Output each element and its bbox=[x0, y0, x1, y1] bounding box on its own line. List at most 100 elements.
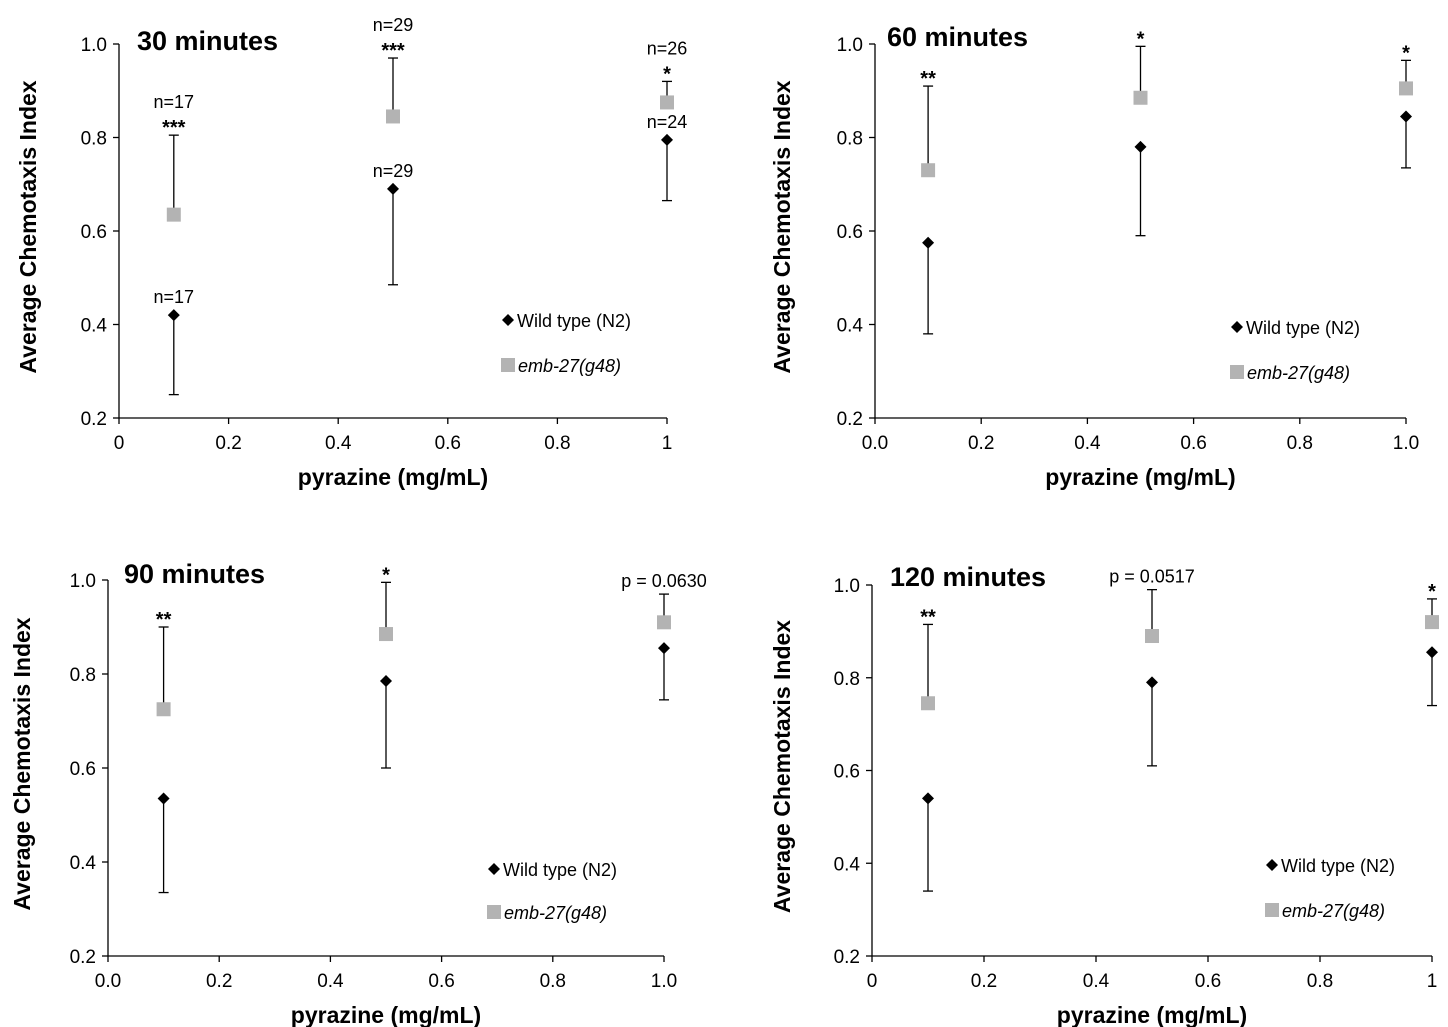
data-point-wild-type bbox=[1426, 646, 1438, 659]
x-tick-label: 0.0 bbox=[95, 971, 121, 992]
n-count-label: n=29 bbox=[373, 15, 414, 35]
n-count-label: n=26 bbox=[647, 38, 688, 58]
y-tick-label: 1.0 bbox=[70, 571, 96, 592]
data-point-wild-type bbox=[922, 236, 935, 249]
x-tick-label: 0.6 bbox=[435, 433, 461, 454]
legend-label-emb-27: emb-27(g48) bbox=[1247, 363, 1350, 383]
data-point-wild-type bbox=[1400, 110, 1412, 123]
x-tick-label: 0.8 bbox=[1287, 433, 1313, 454]
significance-marker: * bbox=[1137, 28, 1145, 50]
chart-title: 30 minutes bbox=[137, 26, 278, 56]
legend-marker-emb-27 bbox=[487, 905, 501, 919]
p-value-label: p = 0.0630 bbox=[621, 571, 707, 591]
legend-label-emb-27: emb-27(g48) bbox=[504, 903, 607, 923]
x-tick-label: 0 bbox=[114, 433, 125, 454]
chart-panel-3: 0.2 0.4 0.6 0.8 1.0 0.0 0.2 0.4 0.6 0.8 1.0 pyrazin… bbox=[9, 559, 707, 1027]
y-tick-label: 0.4 bbox=[70, 853, 97, 874]
x-tick-label: 0.6 bbox=[1195, 971, 1221, 992]
significance-marker: ** bbox=[920, 606, 936, 628]
significance-marker: * bbox=[382, 564, 390, 586]
chart-panel-1: 0.2 0.4 0.6 0.8 1.0 0 0.2 0.4 0.6 0.8 1 pyrazine (m… bbox=[15, 15, 687, 490]
legend-label-wild-type: Wild type (N2) bbox=[1281, 856, 1395, 876]
data-point-emb-27 bbox=[1425, 615, 1439, 630]
n-count-label: n=17 bbox=[154, 92, 195, 112]
x-tick-label: 0.6 bbox=[428, 971, 454, 992]
data-point-emb-27 bbox=[1399, 81, 1413, 96]
data-point-emb-27 bbox=[1145, 629, 1159, 644]
x-tick-label: 1 bbox=[662, 433, 673, 454]
significance-marker: * bbox=[1402, 42, 1410, 64]
legend-marker-emb-27 bbox=[501, 358, 515, 372]
x-tick-label: 0.6 bbox=[1180, 433, 1206, 454]
y-tick-label: 0.6 bbox=[70, 759, 96, 780]
significance-marker: *** bbox=[381, 40, 405, 62]
significance-marker: ** bbox=[156, 609, 172, 631]
y-tick-label: 0.8 bbox=[81, 129, 107, 150]
x-tick-label: 0.8 bbox=[540, 971, 566, 992]
y-tick-label: 1.0 bbox=[837, 35, 863, 56]
x-axis-label: pyrazine (mg/mL) bbox=[1057, 1002, 1247, 1027]
x-tick-label: 0.4 bbox=[325, 433, 352, 454]
x-tick-label: 0 bbox=[867, 971, 878, 992]
legend-label-wild-type: Wild type (N2) bbox=[517, 311, 631, 331]
x-tick-label: 0.8 bbox=[544, 433, 570, 454]
y-tick-label: 0.6 bbox=[834, 762, 860, 783]
y-tick-label: 0.6 bbox=[81, 222, 107, 243]
legend: Wild type (N2) emb-27(g48) bbox=[1265, 856, 1395, 921]
x-tick-label: 0.4 bbox=[1074, 433, 1101, 454]
data-point-emb-27 bbox=[166, 207, 181, 222]
y-tick-label: 0.8 bbox=[70, 665, 96, 686]
data-point-wild-type bbox=[157, 792, 170, 805]
y-axis-label: Average Chemotaxis Index bbox=[769, 80, 795, 373]
data-point-emb-27 bbox=[660, 95, 674, 110]
x-tick-label: 1.0 bbox=[651, 971, 677, 992]
x-axis-label: pyrazine (mg/mL) bbox=[298, 464, 488, 490]
x-tick-label: 0.4 bbox=[317, 971, 344, 992]
x-tick-label: 0.2 bbox=[971, 971, 997, 992]
x-tick-label: 0.2 bbox=[968, 433, 994, 454]
data-point-emb-27 bbox=[657, 615, 671, 630]
y-axis-label: Average Chemotaxis Index bbox=[15, 80, 41, 373]
significance-marker: ** bbox=[920, 68, 936, 90]
data-point-wild-type bbox=[661, 133, 673, 146]
chart-panel-2: 0.2 0.4 0.6 0.8 1.0 0.0 0.2 0.4 0.6 0.8 1.0 pyrazin… bbox=[769, 22, 1419, 490]
x-tick-label: 0.2 bbox=[206, 971, 232, 992]
data-point-wild-type bbox=[1146, 676, 1158, 689]
y-tick-label: 0.8 bbox=[837, 129, 863, 150]
legend-label-emb-27: emb-27(g48) bbox=[518, 356, 621, 376]
data-point-emb-27 bbox=[921, 696, 935, 711]
data-point-emb-27 bbox=[1133, 90, 1148, 105]
p-value-label: p = 0.0517 bbox=[1109, 567, 1195, 587]
data-point-emb-27 bbox=[379, 627, 393, 642]
chart-title: 60 minutes bbox=[887, 22, 1028, 52]
data-point-wild-type bbox=[1134, 140, 1147, 153]
y-tick-label: 0.6 bbox=[837, 222, 863, 243]
y-tick-label: 1.0 bbox=[834, 576, 860, 597]
significance-marker: * bbox=[663, 63, 671, 85]
x-axis-label: pyrazine (mg/mL) bbox=[1045, 464, 1235, 490]
legend: Wild type (N2) emb-27(g48) bbox=[1230, 318, 1360, 383]
data-point-emb-27 bbox=[921, 163, 936, 178]
chart-title: 90 minutes bbox=[124, 559, 265, 589]
significance-marker: * bbox=[1428, 581, 1436, 603]
data-point-emb-27 bbox=[386, 109, 400, 124]
x-tick-label: 0.0 bbox=[862, 433, 888, 454]
legend-label-emb-27: emb-27(g48) bbox=[1282, 901, 1385, 921]
data-point-emb-27 bbox=[156, 702, 171, 717]
y-axis-label: Average Chemotaxis Index bbox=[9, 617, 35, 910]
x-tick-label: 1.0 bbox=[1393, 433, 1419, 454]
y-axis-label: Average Chemotaxis Index bbox=[769, 620, 795, 913]
n-count-label: n=24 bbox=[647, 112, 688, 132]
chart-panel-4: 0.2 0.4 0.6 0.8 1.0 0 0.2 0.4 0.6 0.8 1 pyrazine (m… bbox=[769, 562, 1439, 1027]
legend-marker-wild-type bbox=[1231, 321, 1243, 333]
data-point-wild-type bbox=[167, 309, 180, 322]
y-tick-label: 0.4 bbox=[834, 854, 861, 875]
y-tick-label: 0.4 bbox=[81, 316, 108, 337]
legend-marker-wild-type bbox=[1266, 859, 1278, 871]
x-tick-label: 1 bbox=[1427, 971, 1438, 992]
y-tick-label: 1.0 bbox=[81, 35, 107, 56]
x-tick-label: 0.2 bbox=[215, 433, 241, 454]
x-tick-label: 0.4 bbox=[1083, 971, 1110, 992]
legend-marker-emb-27 bbox=[1265, 903, 1279, 917]
legend: Wild type (N2) emb-27(g48) bbox=[501, 311, 631, 376]
